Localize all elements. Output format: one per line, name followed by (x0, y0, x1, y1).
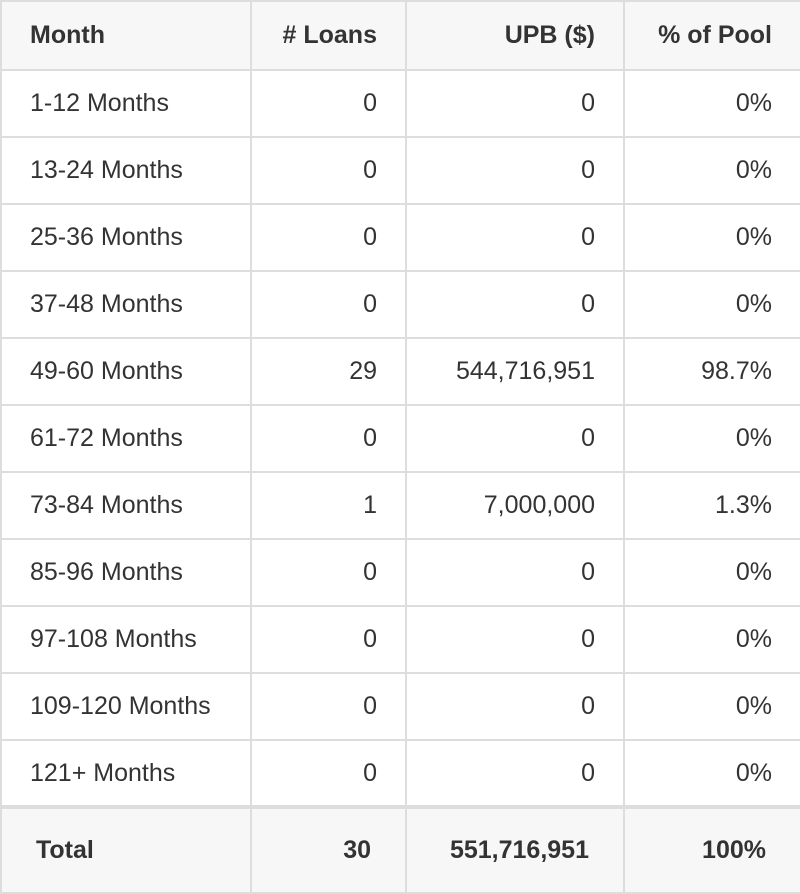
header-pct-pool: % of Pool (623, 0, 800, 71)
cell-upb: 0 (405, 672, 625, 741)
table-row: 1-12 Months 0 0 0% (0, 69, 800, 138)
total-upb: 551,716,951 (405, 805, 625, 894)
header-upb: UPB ($) (405, 0, 625, 71)
cell-upb: 0 (405, 739, 625, 808)
cell-month: 109-120 Months (0, 672, 252, 741)
table-row: 73-84 Months 1 7,000,000 1.3% (0, 471, 800, 540)
header-row: Month # Loans UPB ($) % of Pool (0, 0, 800, 71)
cell-month: 121+ Months (0, 739, 252, 808)
cell-month: 49-60 Months (0, 337, 252, 406)
cell-loans: 1 (250, 471, 407, 540)
table-row: 37-48 Months 0 0 0% (0, 270, 800, 339)
cell-month: 61-72 Months (0, 404, 252, 473)
cell-upb: 0 (405, 404, 625, 473)
cell-month: 73-84 Months (0, 471, 252, 540)
cell-loans: 0 (250, 404, 407, 473)
total-pct: 100% (623, 805, 800, 894)
cell-pct: 1.3% (623, 471, 800, 540)
cell-loans: 0 (250, 136, 407, 205)
cell-upb: 0 (405, 136, 625, 205)
table-row: 97-108 Months 0 0 0% (0, 605, 800, 674)
cell-month: 85-96 Months (0, 538, 252, 607)
cell-loans: 0 (250, 605, 407, 674)
table-row: 85-96 Months 0 0 0% (0, 538, 800, 607)
cell-loans: 0 (250, 203, 407, 272)
cell-upb: 0 (405, 203, 625, 272)
cell-month: 37-48 Months (0, 270, 252, 339)
cell-pct: 0% (623, 739, 800, 808)
cell-month: 13-24 Months (0, 136, 252, 205)
table-row: 121+ Months 0 0 0% (0, 739, 800, 808)
cell-month: 97-108 Months (0, 605, 252, 674)
cell-loans: 29 (250, 337, 407, 406)
cell-pct: 0% (623, 203, 800, 272)
cell-month: 25-36 Months (0, 203, 252, 272)
cell-pct: 0% (623, 136, 800, 205)
cell-month: 1-12 Months (0, 69, 252, 138)
header-loans: # Loans (250, 0, 407, 71)
header-month: Month (0, 0, 252, 71)
table-row: 109-120 Months 0 0 0% (0, 672, 800, 741)
cell-loans: 0 (250, 69, 407, 138)
cell-upb: 0 (405, 270, 625, 339)
cell-upb: 0 (405, 69, 625, 138)
table-row: 25-36 Months 0 0 0% (0, 203, 800, 272)
cell-pct: 0% (623, 270, 800, 339)
cell-upb: 0 (405, 605, 625, 674)
table-row: 61-72 Months 0 0 0% (0, 404, 800, 473)
total-row: Total 30 551,716,951 100% (0, 805, 800, 894)
cell-loans: 0 (250, 270, 407, 339)
cell-pct: 0% (623, 605, 800, 674)
table-row: 13-24 Months 0 0 0% (0, 136, 800, 205)
cell-pct: 0% (623, 672, 800, 741)
cell-pct: 98.7% (623, 337, 800, 406)
cell-pct: 0% (623, 69, 800, 138)
cell-upb: 7,000,000 (405, 471, 625, 540)
cell-upb: 0 (405, 538, 625, 607)
cell-pct: 0% (623, 404, 800, 473)
total-label: Total (0, 805, 252, 894)
total-loans: 30 (250, 805, 407, 894)
cell-loans: 0 (250, 538, 407, 607)
cell-loans: 0 (250, 739, 407, 808)
cell-loans: 0 (250, 672, 407, 741)
cell-pct: 0% (623, 538, 800, 607)
cell-upb: 544,716,951 (405, 337, 625, 406)
table-row: 49-60 Months 29 544,716,951 98.7% (0, 337, 800, 406)
